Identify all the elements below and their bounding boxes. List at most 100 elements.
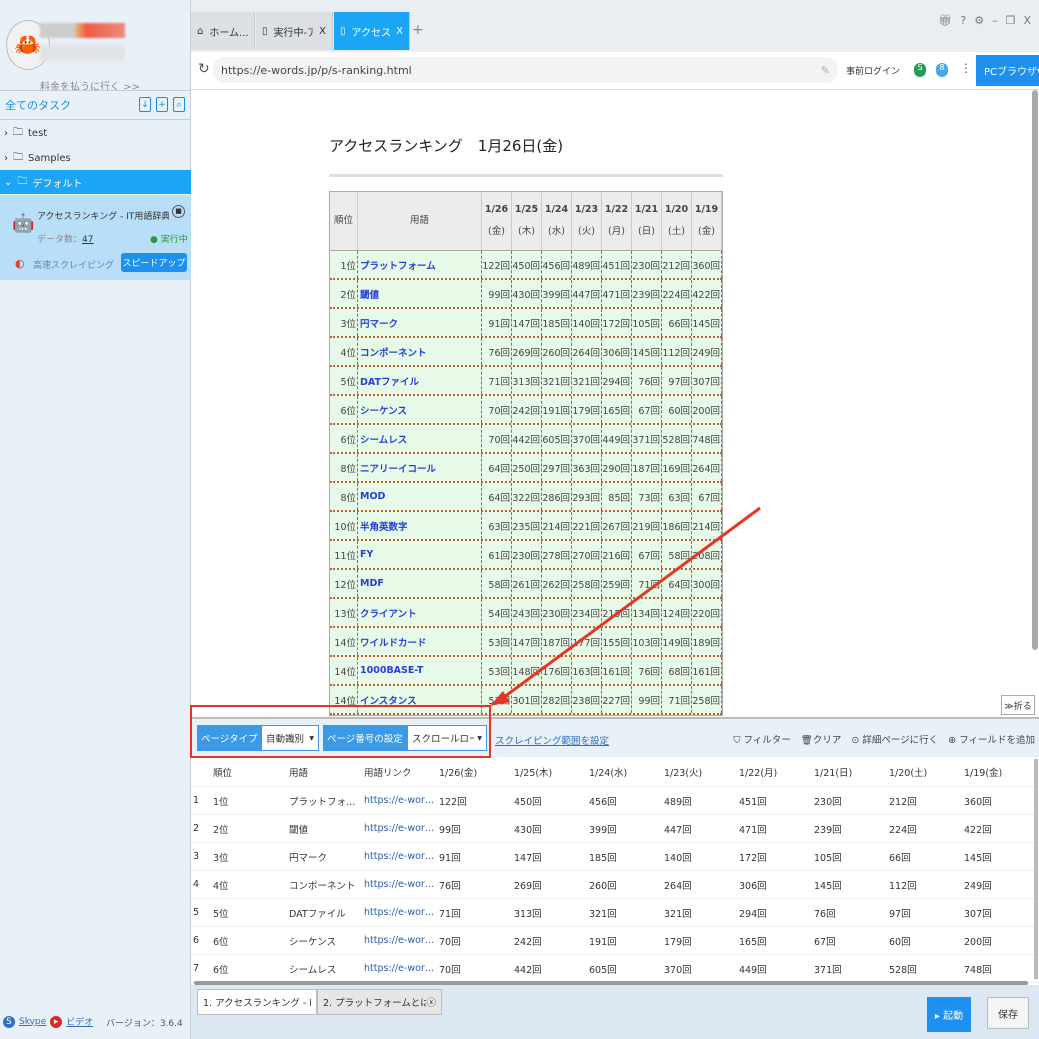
data-row[interactable]: 7 6位 シームレス https://e-words.jp/w/%...70回 442回… [191,955,1039,983]
folder-icon: 🗀 [17,175,28,187]
column-header[interactable]: 1/24(水) [589,767,628,779]
close-window-icon[interactable]: X [1023,14,1031,27]
new-task-icon[interactable]: + [156,97,168,112]
gift-icon[interactable]: 🎁︎ [938,14,953,27]
scraping-range-link[interactable]: スクレイピング範囲を設定 [495,736,610,747]
pc-browser-dropdown[interactable]: PCブラウザ▾ [976,55,1039,86]
term-link[interactable]: MDF [358,570,482,597]
data-row[interactable]: 4 4位 コンポーネント https://e-words.jp/w/%...76回 26… [191,871,1039,899]
save-button[interactable]: 保存 [987,997,1029,1029]
new-tab-icon[interactable]: + [412,22,424,38]
count-cell: 76回 [632,657,662,684]
column-header[interactable]: 用語 [289,767,309,779]
term-link[interactable]: 半角英数字 [358,512,482,539]
data-cell: 224回 [889,824,917,836]
page-tab-1[interactable]: 1. アクセスランキング - IT用語辞典... [197,989,317,1015]
data-cell: 321回 [589,908,617,920]
column-header[interactable]: 1/19(金) [964,767,1003,779]
ext-icon-green[interactable]: S [914,63,926,77]
column-header[interactable]: 1/25(木) [514,767,553,779]
data-scrollbar-h[interactable] [194,981,1028,985]
data-cell: 307回 [964,908,992,920]
more-icon[interactable]: ⋮ [960,61,972,75]
data-row[interactable]: 2 2位 閾値 https://e-words.jp/w/%...99回 430回 399… [191,815,1039,843]
restore-icon[interactable]: ❐ [1005,14,1016,27]
speed-up-button[interactable]: スピードアップ [121,253,187,272]
folder-samples[interactable]: › 🗀 Samples [0,146,191,170]
data-cell: 112回 [889,880,917,892]
pre-login-button[interactable]: 事前ログイン [846,67,901,77]
column-header[interactable]: 1/26(金) [439,767,478,779]
fold-button[interactable]: ≫折る [1001,695,1035,715]
term-link[interactable]: 閾値 [358,280,482,307]
gear-icon[interactable]: ⚙ [974,14,985,27]
term-link[interactable]: クライアント [358,599,482,626]
filter-button[interactable]: ⛉ フィルター [733,735,791,746]
data-row[interactable]: 3 3位 円マーク https://e-words.jp/w/%...91回 147回 1… [191,843,1039,871]
import-icon[interactable]: ↓ [139,97,151,112]
term-link[interactable]: DATファイル [358,367,482,394]
header-date: 1/24 (水) [542,192,572,250]
page-type-select[interactable]: 自動識別 ▾ [261,725,319,751]
header-date-day: 1/24 [544,204,569,215]
column-header[interactable]: 1/20(土) [889,767,928,779]
close-icon[interactable]: X [396,25,403,37]
table-row: 4位 コンポーネント 76回 269回 260回 264回 306回 145回 112回 249回 [330,338,722,367]
video-link[interactable]: ビデオ [66,1018,94,1028]
column-header[interactable]: 1/22(月) [739,767,778,779]
data-cell: 67回 [814,936,836,948]
goto-detail-button[interactable]: ⊙ 詳細ページに行く [851,735,939,746]
minimize-icon[interactable]: – [992,14,998,27]
count-cell: 58回 [662,541,692,568]
task-card[interactable]: 🤖 アクセスランキング - IT用語辞典 e-Words-... ■ データ数：… [0,195,191,280]
term-link[interactable]: シームレス [358,425,482,452]
column-header[interactable]: 1/21(日) [814,767,853,779]
ext-icon-blue[interactable]: 8 [936,63,948,77]
term-link[interactable]: プラットフォーム [358,251,482,278]
clear-button[interactable]: 🗑︎クリア [800,735,842,746]
url-input[interactable]: https://e-words.jp/p/s-ranking.html ✎ [213,57,838,83]
data-scrollbar-v[interactable] [1034,759,1038,979]
column-header[interactable]: 順位 [213,767,233,779]
header-date: 1/22 (月) [602,192,632,250]
tab-running[interactable]: ▯ 実行中-アク... X [256,12,333,50]
term-link[interactable]: 1000BASE-T [358,657,482,684]
data-cell: 76回 [814,908,836,920]
add-field-button[interactable]: ⊕ フィールドを追加 [948,735,1035,746]
header-date-weekday: (金) [698,226,715,237]
term-link[interactable]: ワイルドカード [358,628,482,655]
page-tab-2[interactable]: 2. プラットフォームとは - 意味をわ...ⓧ [317,989,442,1015]
folder-default[interactable]: ⌄ 🗀 デフォルト [0,170,191,194]
data-row[interactable]: 1 1位 プラットフォームhttps://e-words.jp/w/%...122回… [191,787,1039,815]
stop-icon[interactable]: ■ [172,205,185,218]
count-cell: 76回 [632,367,662,394]
term-link[interactable]: シーケンス [358,396,482,423]
page-number-select[interactable]: スクロールローディン▾ [407,725,487,751]
tab-home[interactable]: ⌂ ホーム... [191,12,255,50]
close-icon[interactable]: X [319,25,326,37]
term-link[interactable]: ニアリーイコール [358,454,482,481]
count-cell: 286回 [542,483,572,510]
column-header[interactable]: 1/23(火) [664,767,703,779]
start-button[interactable]: ▸ 起動 [927,997,971,1032]
tab-ranking[interactable]: ▯ アクセスラ... X [334,12,410,50]
help-icon[interactable]: ? [960,14,967,27]
term-link[interactable]: 円マーク [358,309,482,336]
term-link[interactable]: MOD [358,483,482,510]
search-task-icon[interactable]: ⌕ [173,97,185,112]
close-circle-icon[interactable]: ⓧ [426,998,436,1009]
term-link[interactable]: FY [358,541,482,568]
scrollbar[interactable] [1032,90,1038,650]
data-row[interactable]: 5 5位 DATファイル https://e-words.jp/w/D...71回 31… [191,899,1039,927]
data-row[interactable]: 6 6位 シーケンス https://e-words.jp/w/%...70回 242回… [191,927,1039,955]
skype-link[interactable]: Skype [19,1016,47,1027]
term-link[interactable]: インスタンス [358,686,482,713]
column-header[interactable]: 用語リンク [364,767,412,779]
term-link[interactable]: コンポーネント [358,338,482,365]
reload-icon[interactable]: ↻ [198,61,210,77]
pay-link[interactable]: 料金を払うに行く >> [40,82,140,93]
folder-label: デフォルト [32,178,83,190]
all-tasks-label[interactable]: 全てのタスク [5,99,71,112]
folder-test[interactable]: › 🗀 test [0,121,191,145]
edit-icon[interactable]: ✎ [820,63,830,77]
